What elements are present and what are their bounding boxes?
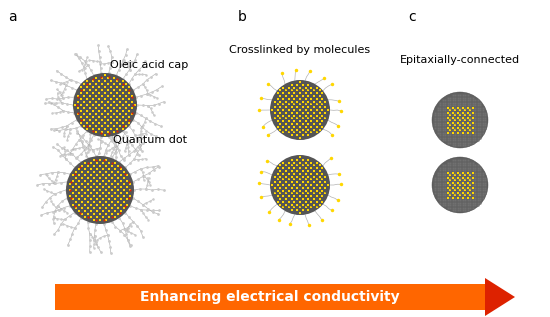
Text: Crosslinked by molecules: Crosslinked by molecules xyxy=(229,45,371,55)
Text: Epitaxially-connected: Epitaxially-connected xyxy=(400,55,520,65)
Circle shape xyxy=(66,156,134,224)
Bar xyxy=(55,284,485,310)
Circle shape xyxy=(73,73,137,137)
Text: a: a xyxy=(8,10,16,24)
Text: Quantum dot: Quantum dot xyxy=(113,135,187,145)
Circle shape xyxy=(432,157,488,213)
Text: b: b xyxy=(238,10,247,24)
Polygon shape xyxy=(485,278,515,316)
Circle shape xyxy=(270,155,330,215)
Circle shape xyxy=(270,80,330,140)
Text: c: c xyxy=(408,10,416,24)
Text: Oleic acid cap: Oleic acid cap xyxy=(110,60,188,70)
Text: Enhancing electrical conductivity: Enhancing electrical conductivity xyxy=(140,290,400,304)
Circle shape xyxy=(432,92,488,148)
